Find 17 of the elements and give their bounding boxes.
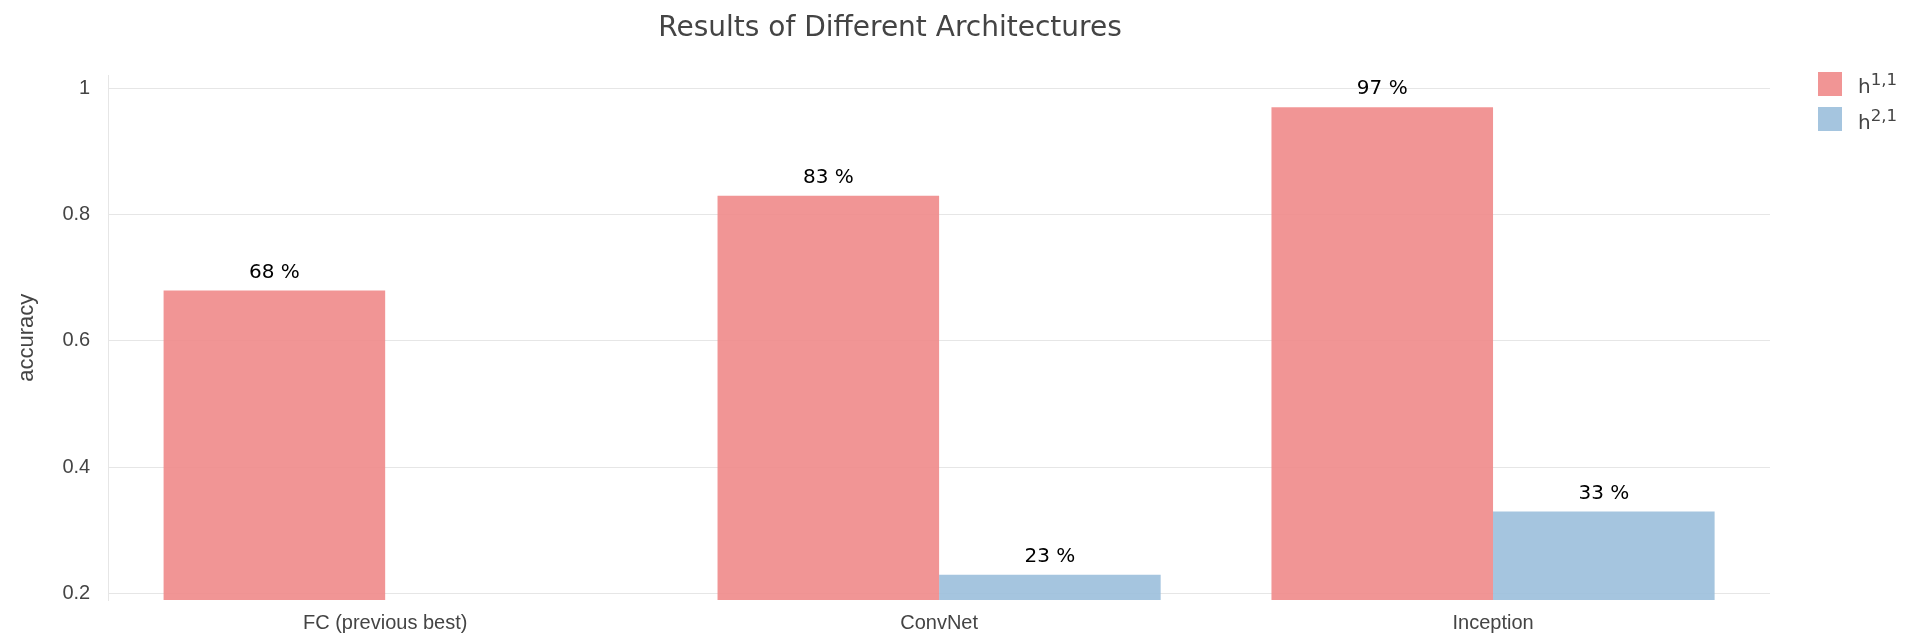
chart-title: Results of Different Architectures [658,10,1122,44]
y-tick-label: 0.2 [62,581,91,604]
y-tick-label: 0.6 [62,328,91,351]
data-label: 33 % [1578,479,1630,504]
data-label: 23 % [1024,542,1076,567]
legend-label: h$^{1,1}$ [1858,70,1898,98]
x-tick-label: Inception [1452,610,1534,633]
x-tick-label: FC (previous best) [302,610,468,633]
y-tick-label: 1 [79,75,91,98]
legend-label: h$^{2,1}$ [1858,105,1898,134]
y-tick-label: 0.8 [62,202,91,225]
x-tick-label: ConvNet [900,610,979,633]
data-label: 68 % [248,258,300,283]
data-label: 83 % [802,163,854,188]
data-label: 97 % [1356,75,1408,100]
y-tick-label: 0.4 [62,454,91,477]
y-axis-title: accuracy [13,293,39,382]
